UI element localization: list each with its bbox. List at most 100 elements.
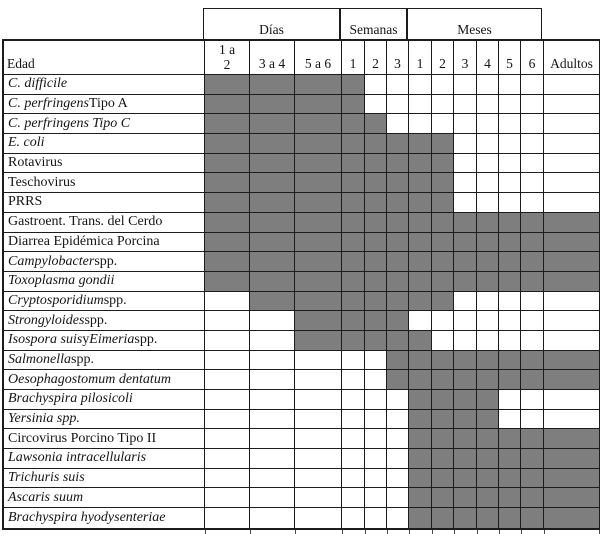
- shaded-cell: [454, 271, 477, 292]
- group-header-semanas: Semanas: [340, 8, 407, 39]
- row-label-segment: Strongyloides: [8, 312, 85, 328]
- shaded-cell: [295, 173, 342, 194]
- shaded-cell: [295, 271, 342, 292]
- empty-cell: [499, 94, 521, 115]
- shaded-cell: [365, 134, 387, 154]
- shaded-cell: [387, 153, 409, 174]
- empty-cell: [432, 311, 454, 331]
- shaded-cell: [205, 252, 250, 272]
- empty-cell: [387, 449, 409, 469]
- header-cell-meses-6: 6: [521, 41, 544, 75]
- empty-cell: [499, 390, 521, 410]
- shaded-cell: [205, 134, 250, 154]
- empty-cell: [295, 409, 342, 430]
- shaded-cell: [477, 429, 499, 450]
- empty-cell: [477, 114, 499, 135]
- empty-cell: [342, 449, 365, 469]
- shaded-cell: [477, 370, 499, 390]
- header-label: 5: [506, 56, 513, 71]
- row-label: Ascaris suum: [4, 488, 205, 509]
- empty-cell: [521, 153, 544, 174]
- empty-cell: [342, 390, 365, 410]
- empty-cell: [521, 311, 544, 331]
- empty-cell: [250, 311, 295, 331]
- shaded-cell: [387, 193, 409, 213]
- shaded-cell: [454, 390, 477, 410]
- shaded-cell: [205, 193, 250, 213]
- shaded-cell: [387, 173, 409, 194]
- shaded-cell: [365, 114, 387, 135]
- shaded-cell: [409, 252, 432, 272]
- empty-cell: [387, 468, 409, 489]
- shaded-cell: [477, 449, 499, 469]
- shaded-cell: [432, 370, 454, 390]
- header-cell-meses-1: 1: [409, 41, 432, 75]
- empty-cell: [250, 449, 295, 469]
- header-cell-edad: Edad: [4, 41, 205, 75]
- empty-cell: [250, 330, 295, 351]
- row-label: Isospora suis y Eimeria spp.: [4, 330, 205, 351]
- shaded-cell: [409, 212, 432, 233]
- shaded-cell: [499, 252, 521, 272]
- shaded-cell: [521, 370, 544, 390]
- shaded-cell: [295, 75, 342, 95]
- shaded-cell: [365, 173, 387, 194]
- row-label: PRRS: [4, 193, 205, 213]
- row-label-segment: spp.: [134, 332, 158, 348]
- row-label-segment: Eimeria: [89, 332, 135, 348]
- empty-cell: [544, 95, 599, 115]
- empty-cell: [295, 449, 342, 469]
- row-label: Strongyloides spp.: [4, 311, 205, 331]
- empty-cell: [477, 173, 499, 194]
- empty-cell: [342, 370, 365, 390]
- shaded-cell: [205, 114, 250, 135]
- empty-cell: [477, 330, 499, 351]
- header-label: 6: [528, 56, 536, 71]
- empty-cell: [409, 75, 432, 95]
- row-label: Gastroent. Trans. del Cerdo: [4, 212, 205, 233]
- empty-cell: [250, 508, 295, 528]
- header-label: 5 a 6: [304, 56, 332, 71]
- shaded-cell: [432, 212, 454, 233]
- empty-cell: [205, 311, 250, 331]
- empty-cell: [365, 488, 387, 509]
- empty-cell: [432, 114, 454, 135]
- shaded-cell: [342, 173, 365, 194]
- shaded-cell: [295, 330, 342, 351]
- empty-cell: [477, 153, 499, 174]
- shaded-cell: [365, 271, 387, 292]
- shaded-cell: [409, 370, 432, 390]
- empty-cell: [365, 468, 387, 489]
- empty-cell: [454, 94, 477, 115]
- shaded-cell: [342, 153, 365, 174]
- empty-cell: [295, 390, 342, 410]
- shaded-cell: [521, 449, 544, 469]
- row-label-segment: Trichuris suis: [8, 470, 85, 486]
- shaded-cell: [477, 350, 499, 371]
- empty-cell: [295, 429, 342, 450]
- empty-cell: [205, 488, 250, 509]
- header-label: 3 a 4: [258, 56, 286, 71]
- shaded-cell: [432, 488, 454, 509]
- shaded-cell: [432, 429, 454, 450]
- shaded-cell: [544, 350, 599, 371]
- shaded-cell: [295, 291, 342, 312]
- row-label-segment: Yersinia spp.: [8, 411, 80, 427]
- header-cell-meses-5: 5: [499, 41, 521, 75]
- empty-cell: [205, 508, 250, 528]
- shaded-cell: [342, 271, 365, 292]
- empty-cell: [521, 94, 544, 115]
- shaded-cell: [477, 212, 499, 233]
- header-cell-semanas-2: 2: [365, 41, 387, 75]
- shaded-cell: [409, 291, 432, 312]
- shaded-cell: [365, 212, 387, 233]
- shaded-cell: [250, 212, 295, 233]
- shaded-cell: [477, 232, 499, 253]
- shaded-cell: [432, 252, 454, 272]
- shaded-cell: [342, 114, 365, 135]
- shaded-cell: [477, 409, 499, 430]
- empty-cell: [365, 350, 387, 371]
- empty-cell: [454, 114, 477, 135]
- row-label: E. coli: [4, 134, 205, 154]
